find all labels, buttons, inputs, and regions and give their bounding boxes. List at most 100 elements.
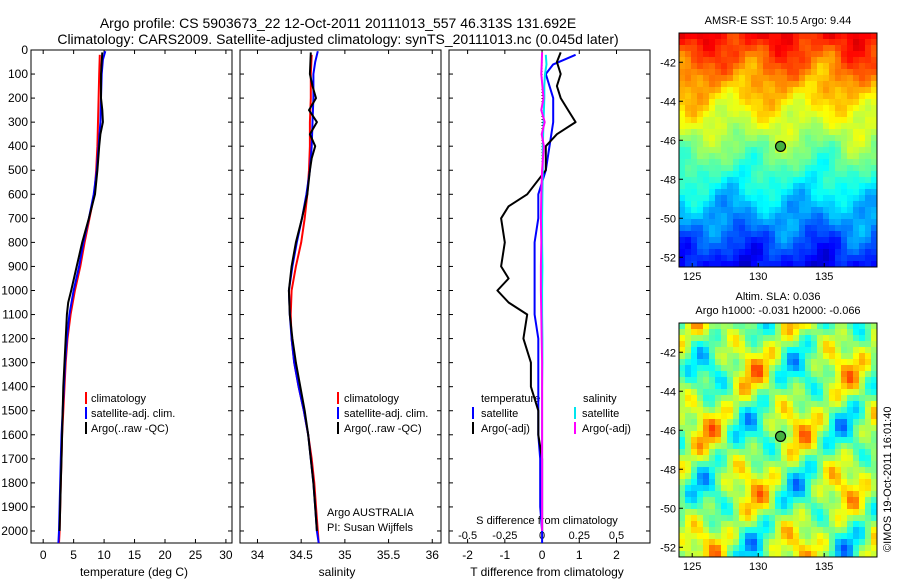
y-tick-label: -48 [660, 174, 676, 186]
heatmap-cell [709, 147, 715, 153]
heatmap-cell [709, 467, 715, 473]
heatmap-cell [685, 359, 691, 365]
heatmap-cell [757, 479, 763, 485]
heatmap-cell [841, 45, 847, 51]
heatmap-cell [811, 105, 817, 111]
heatmap-cell [757, 189, 763, 195]
heatmap-cell [829, 231, 835, 237]
argo-program-annotation: Argo AUSTRALIA [327, 507, 414, 519]
heatmap-cell [721, 455, 727, 461]
heatmap-cell [841, 213, 847, 219]
heatmap-cell [853, 57, 859, 63]
heatmap-cell [721, 231, 727, 237]
heatmap-cell [811, 141, 817, 147]
heatmap-cell [865, 323, 871, 329]
heatmap-cell [709, 497, 715, 503]
heatmap-cell [793, 201, 799, 207]
heatmap-cell [811, 359, 817, 365]
heatmap-cell [679, 195, 685, 201]
heatmap-cell [841, 159, 847, 165]
heatmap-cell [871, 141, 877, 147]
heatmap-cell [691, 521, 697, 527]
heatmap-cell [817, 401, 823, 407]
heatmap-cell [853, 329, 859, 335]
heatmap-cell [859, 147, 865, 153]
heatmap-cell [709, 491, 715, 497]
heatmap-cell [769, 389, 775, 395]
heatmap-cell [811, 341, 817, 347]
heatmap-cell [781, 539, 787, 545]
heatmap-cell [859, 545, 865, 551]
x-tick-label: 135 [815, 561, 833, 573]
heatmap-cell [703, 407, 709, 413]
heatmap-cell [841, 207, 847, 213]
heatmap-cell [715, 105, 721, 111]
heatmap-cell [805, 93, 811, 99]
heatmap-cell [733, 183, 739, 189]
heatmap-cell [799, 51, 805, 57]
heatmap-cell [841, 249, 847, 255]
heatmap-cell [793, 105, 799, 111]
heatmap-cell [733, 51, 739, 57]
heatmap-cell [799, 243, 805, 249]
heatmap-cell [733, 527, 739, 533]
heatmap-cell [685, 353, 691, 359]
heatmap-cell [769, 509, 775, 515]
heatmap-cell [853, 359, 859, 365]
heatmap-cell [811, 497, 817, 503]
heatmap-cell [697, 341, 703, 347]
heatmap-cell [835, 443, 841, 449]
heatmap-cell [775, 99, 781, 105]
heatmap-cell [835, 359, 841, 365]
heatmap-cell [787, 341, 793, 347]
heatmap-cell [841, 551, 847, 557]
heatmap-cell [853, 231, 859, 237]
heatmap-cell [811, 255, 817, 261]
heatmap-cell [757, 437, 763, 443]
x-tick-label: 36 [426, 548, 440, 562]
heatmap-cell [805, 201, 811, 207]
heatmap-cell [793, 75, 799, 81]
heatmap-cell [697, 413, 703, 419]
heatmap-cell [823, 87, 829, 93]
heatmap-cell [739, 213, 745, 219]
heatmap-cell [859, 45, 865, 51]
heatmap-cell [859, 365, 865, 371]
heatmap-cell [817, 159, 823, 165]
heatmap-cell [697, 207, 703, 213]
heatmap-cell [847, 413, 853, 419]
heatmap-cell [733, 443, 739, 449]
heatmap-cell [841, 497, 847, 503]
heatmap-cell [805, 371, 811, 377]
heatmap-cell [847, 141, 853, 147]
heatmap-cell [805, 551, 811, 557]
heatmap-cell [679, 365, 685, 371]
heatmap-cell [793, 69, 799, 75]
heatmap-cell [697, 63, 703, 69]
heatmap-cell [745, 189, 751, 195]
heatmap-cell [817, 141, 823, 147]
heatmap-cell [871, 413, 877, 419]
heatmap-cell [835, 171, 841, 177]
heatmap-cell [859, 353, 865, 359]
heatmap-cell [793, 45, 799, 51]
heatmap-cell [817, 449, 823, 455]
heatmap-cell [727, 171, 733, 177]
heatmap-cell [703, 359, 709, 365]
heatmap-cell [721, 69, 727, 75]
heatmap-cell [811, 249, 817, 255]
heatmap-cell [787, 329, 793, 335]
heatmap-cell [871, 243, 877, 249]
heatmap-cell [865, 473, 871, 479]
heatmap-cell [847, 425, 853, 431]
heatmap-cell [805, 389, 811, 395]
heatmap-cell [751, 383, 757, 389]
heatmap-cell [733, 63, 739, 69]
legend-climatology: climatology [91, 393, 147, 405]
heatmap-cell [751, 413, 757, 419]
heatmap-cell [781, 377, 787, 383]
heatmap-cell [859, 341, 865, 347]
heatmap-cell [685, 249, 691, 255]
heatmap-cell [859, 467, 865, 473]
heatmap-cell [685, 347, 691, 353]
